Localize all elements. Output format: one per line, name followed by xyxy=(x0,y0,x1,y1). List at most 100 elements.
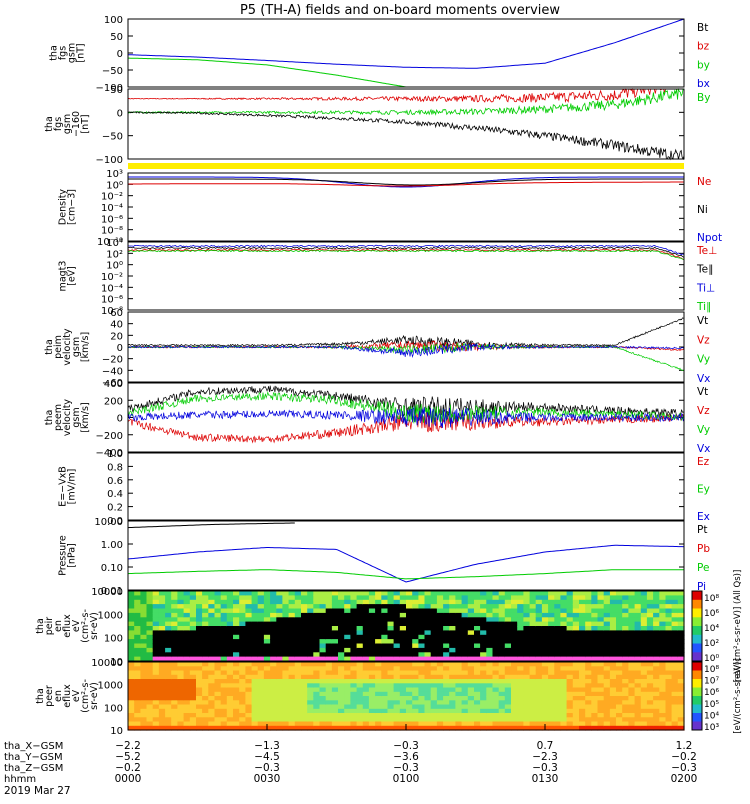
ion-spectrogram-cell xyxy=(208,643,216,649)
electron-spectrogram-cell xyxy=(233,662,240,667)
electron-spectrogram-cell xyxy=(430,713,438,718)
ion-spectrogram-cell xyxy=(622,621,629,627)
panel-frame xyxy=(127,311,685,383)
colorbar-cell xyxy=(692,681,702,686)
electron-spectrogram-cell xyxy=(152,713,160,718)
electron-spectrogram-cell xyxy=(449,691,456,697)
electron-spectrogram-cell xyxy=(504,662,512,667)
ion-spectrogram-cell xyxy=(239,643,246,649)
electron-spectrogram-cell xyxy=(622,674,629,680)
electron-spectrogram-cell xyxy=(579,721,586,727)
electron-spectrogram-cell xyxy=(202,691,209,697)
electron-spectrogram-cell xyxy=(628,691,636,697)
ion-spectrogram-cell xyxy=(541,621,549,627)
ion-spectrogram-cell xyxy=(418,604,426,610)
ion-spectrogram-cell xyxy=(294,612,302,618)
ion-spectrogram-cell xyxy=(486,643,494,649)
electron-spectrogram-cell xyxy=(430,691,438,697)
ion-spectrogram-cell xyxy=(603,591,611,596)
electron-spectrogram-cell xyxy=(288,691,296,697)
ion-spectrogram-cell xyxy=(331,630,339,636)
ion-spectrogram-cell xyxy=(560,647,568,653)
ion-spectrogram-cell xyxy=(301,591,308,596)
x-tick-label: −5.2 xyxy=(115,751,141,763)
ion-spectrogram-cell xyxy=(128,630,135,636)
electron-spectrogram-cell xyxy=(486,666,494,672)
electron-spectrogram-cell xyxy=(189,666,197,672)
ion-spectrogram-cell xyxy=(449,630,456,636)
ion-spectrogram-cell xyxy=(603,634,611,640)
electron-spectrogram-cell xyxy=(424,662,432,667)
ion-spectrogram-cell xyxy=(554,630,562,636)
electron-spectrogram-cell xyxy=(140,666,148,672)
ion-spectrogram-cell xyxy=(393,652,401,658)
electron-spectrogram-cell xyxy=(338,717,345,723)
colorbar-cell xyxy=(692,620,702,624)
ion-spectrogram-cell xyxy=(560,608,568,614)
ion-spectrogram-cell xyxy=(579,630,586,636)
x-tick-label: −0.3 xyxy=(671,762,697,774)
ion-spectrogram-cell xyxy=(517,630,524,636)
ion-spectrogram-cell xyxy=(245,604,253,610)
electron-spectrogram-cell xyxy=(226,700,234,706)
ion-spectrogram-cell xyxy=(356,630,364,636)
ion-spectrogram-cell xyxy=(171,612,178,618)
ion-spectrogram-cell xyxy=(671,634,679,640)
ion-spectrogram-cell xyxy=(628,652,636,658)
electron-spectrogram-cell xyxy=(140,679,148,684)
electron-spectrogram-cell xyxy=(158,708,166,714)
ion-spectrogram-cell xyxy=(406,595,413,601)
y-axis-label: en xyxy=(53,690,64,702)
electron-spectrogram-cell xyxy=(591,691,599,697)
ion-spectrogram-cell xyxy=(622,647,629,653)
ion-spectrogram-cell xyxy=(140,639,148,645)
ion-spectrogram-cell xyxy=(152,599,160,605)
electron-spectrogram-cell xyxy=(616,662,623,667)
ion-spectrogram-cell xyxy=(239,652,246,658)
electron-spectrogram-cell xyxy=(449,666,456,672)
electron-spectrogram-cell xyxy=(362,708,370,714)
ion-spectrogram-cell xyxy=(338,630,345,636)
ion-spectrogram-cell xyxy=(128,639,135,645)
ion-spectrogram-cell xyxy=(368,652,376,658)
electron-spectrogram-cell xyxy=(331,687,339,693)
electron-spectrogram-cell xyxy=(554,687,562,693)
electron-spectrogram-cell xyxy=(152,725,160,731)
electron-spectrogram-cell xyxy=(665,662,673,667)
electron-spectrogram-cell xyxy=(461,666,469,672)
y-tick-label: 10⁻⁸ xyxy=(101,306,123,317)
ion-spectrogram-cell xyxy=(566,626,574,631)
ion-spectrogram-cell xyxy=(511,599,518,605)
electron-spectrogram-cell xyxy=(208,687,216,693)
ion-spectrogram-cell xyxy=(171,626,178,631)
ion-spectrogram-cell xyxy=(381,591,389,596)
ion-spectrogram-cell xyxy=(251,630,259,636)
ion-spectrogram-cell xyxy=(375,639,382,645)
electron-spectrogram-cell xyxy=(529,717,537,723)
ion-spectrogram-cell xyxy=(189,630,197,636)
electron-spectrogram-cell xyxy=(529,696,537,701)
ion-spectrogram-cell xyxy=(646,621,654,627)
ion-spectrogram-cell xyxy=(319,604,327,610)
electron-spectrogram-cell xyxy=(276,700,284,706)
electron-spectrogram-cell xyxy=(208,704,216,710)
ion-spectrogram-cell xyxy=(158,595,166,601)
ion-spectrogram-cell xyxy=(344,604,351,610)
ion-spectrogram-cell xyxy=(504,612,512,618)
electron-spectrogram-cell xyxy=(146,696,154,701)
electron-spectrogram-cell xyxy=(430,708,438,714)
y-axis-label: fgs xyxy=(53,117,64,131)
ion-spectrogram-cell xyxy=(591,626,599,631)
electron-spectrogram-cell xyxy=(208,683,216,689)
electron-spectrogram-cell xyxy=(616,666,623,672)
electron-spectrogram-cell xyxy=(554,713,562,718)
ion-spectrogram-cell xyxy=(171,630,178,636)
electron-spectrogram-cell xyxy=(467,725,475,731)
colorbar-cell xyxy=(692,649,702,653)
y-tick-label: 0.0 xyxy=(107,516,123,527)
ion-spectrogram-cell xyxy=(362,652,370,658)
ion-spectrogram-cell xyxy=(220,626,228,631)
electron-spectrogram-cell xyxy=(430,721,438,727)
electron-spectrogram-cell xyxy=(609,683,617,689)
